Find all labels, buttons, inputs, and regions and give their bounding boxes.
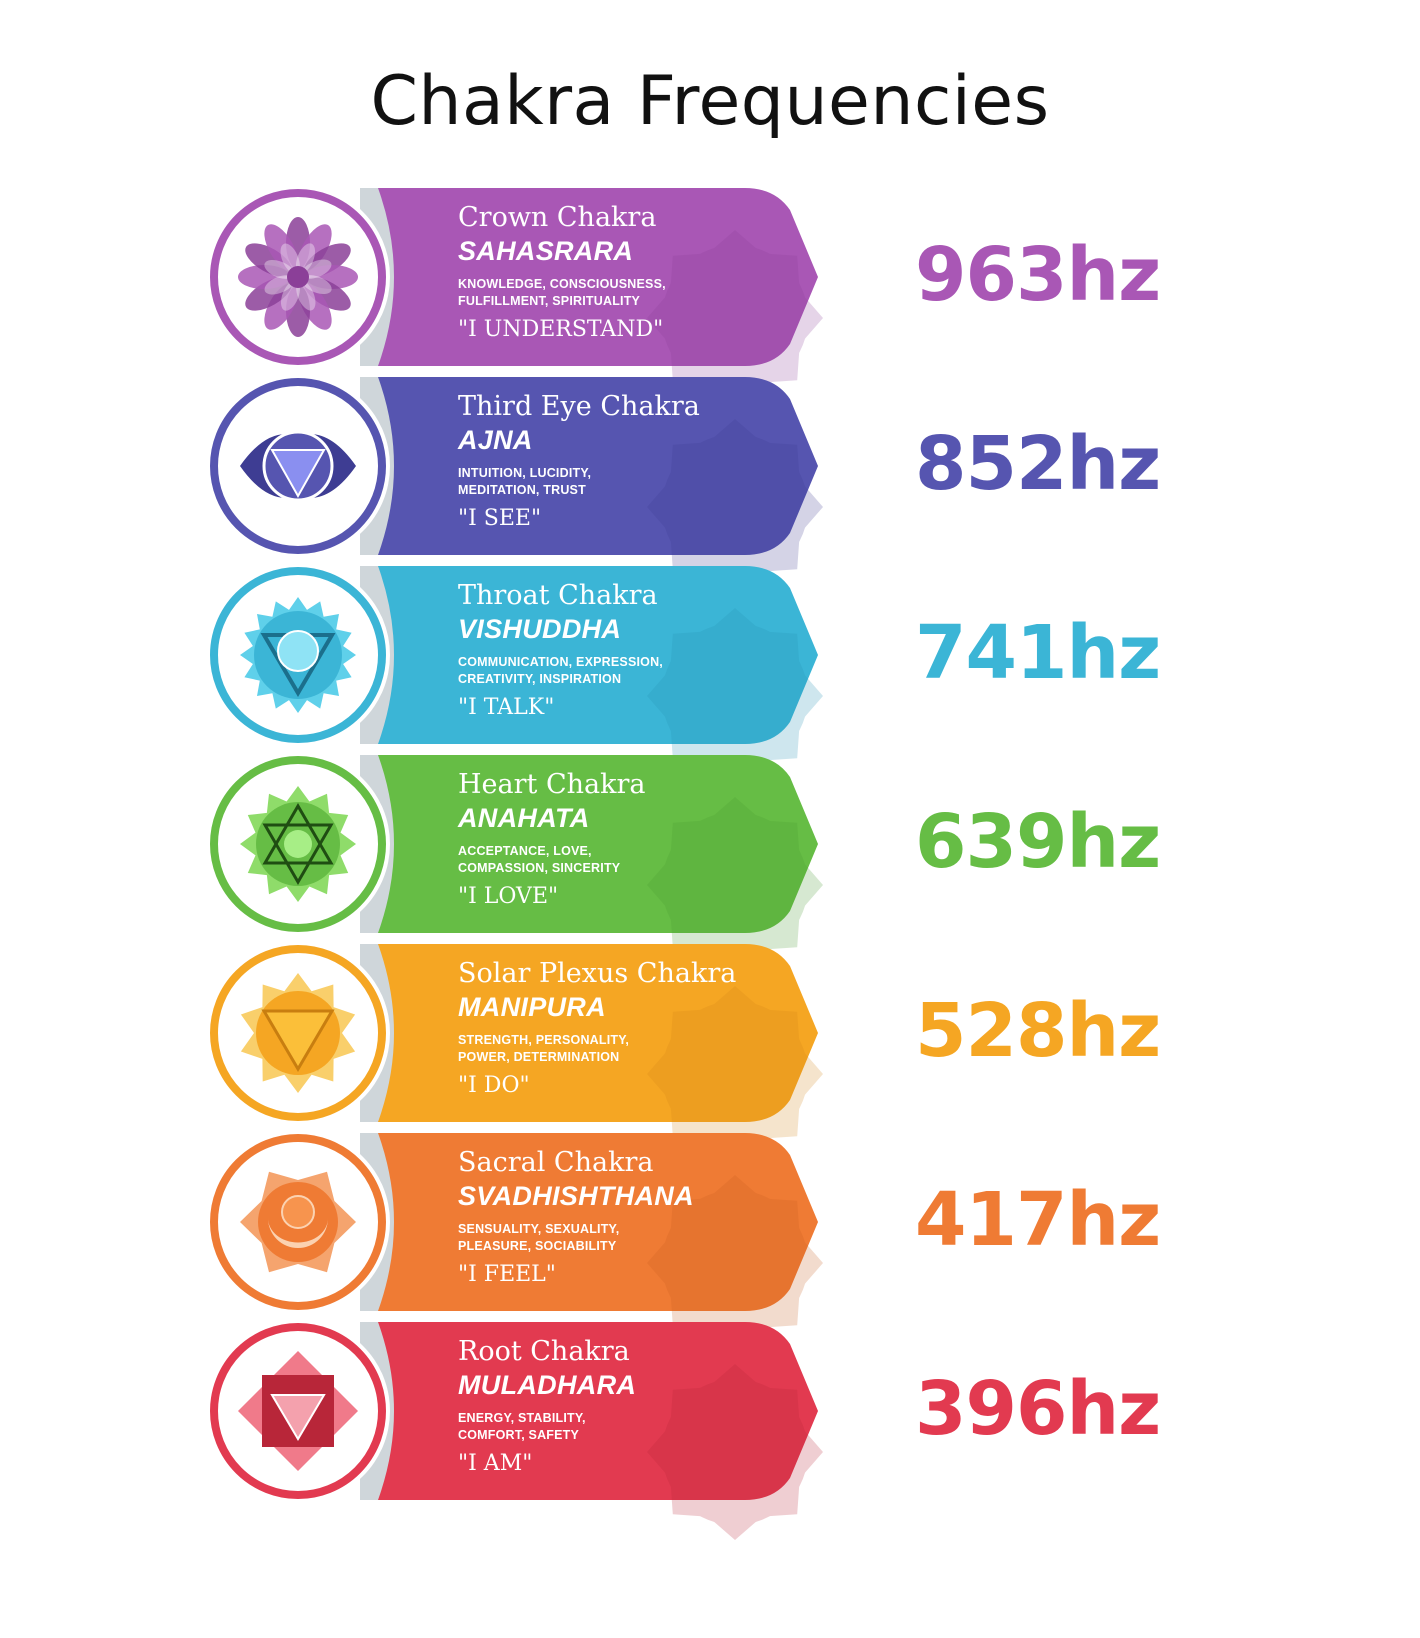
banner-shape <box>378 1322 818 1500</box>
chakra-banner <box>206 374 823 595</box>
chakra-qualities: INTUITION, LUCIDITY, MEDITATION, TRUST <box>458 465 728 499</box>
chakra-banner <box>206 185 823 406</box>
watermark-lotus-icon <box>647 1364 823 1540</box>
chakra-banner <box>206 752 823 973</box>
qualities-line: INTUITION, LUCIDITY, <box>458 466 592 480</box>
qualities-line: MEDITATION, TRUST <box>458 483 586 497</box>
banner-shape <box>378 188 818 366</box>
qualities-line: COMFORT, SAFETY <box>458 1428 580 1442</box>
hexagram-icon <box>240 786 356 902</box>
chakra-name: Crown Chakra <box>458 202 657 233</box>
qualities-line: CREATIVITY, INSPIRATION <box>458 672 622 686</box>
lotus-flower-icon <box>238 217 358 337</box>
qualities-line: ENERGY, STABILITY, <box>458 1411 586 1425</box>
chakra-mantra: "I SEE" <box>458 506 542 531</box>
chakra-text: Solar Plexus Chakra MANIPURA STRENGTH, PER… <box>458 958 737 1100</box>
chakra-banner <box>206 941 823 1162</box>
chakra-mantra: "I DO" <box>458 1073 530 1098</box>
chakra-text: Crown Chakra SAHASRARA KNOWLEDGE, CONSCIOU… <box>458 202 728 344</box>
chakra-text: Throat Chakra VISHUDDHA COMMUNICATION, EXP… <box>458 580 728 722</box>
chakra-mantra: "I AM" <box>458 1451 533 1476</box>
qualities-line: STRENGTH, PERSONALITY, <box>458 1033 630 1047</box>
chakra-banner <box>206 1130 823 1351</box>
chakra-name: Heart Chakra <box>458 769 646 800</box>
chakra-sanskrit-name: SAHASRARA <box>458 236 634 266</box>
qualities-line: COMPASSION, SINCERITY <box>458 861 621 875</box>
qualities-line: KNOWLEDGE, CONSCIOUSNESS, <box>458 277 666 291</box>
qualities-line: PLEASURE, SOCIABILITY <box>458 1239 617 1253</box>
sun-triangle-icon <box>240 973 356 1093</box>
throat-lotus-icon <box>240 597 356 713</box>
banner-shape <box>378 377 818 555</box>
chakra-text: Heart Chakra ANAHATA ACCEPTANCE, LOVE, COMP… <box>458 769 728 911</box>
chakra-sanskrit-name: MANIPURA <box>458 992 606 1022</box>
chakra-mantra: "I LOVE" <box>458 884 559 909</box>
chakra-row: Root Chakra MULADHARA ENERGY, STABILITY, CO… <box>0 1319 1420 1540</box>
chakra-qualities: KNOWLEDGE, CONSCIOUSNESS, FULFILLMENT, SP… <box>458 276 728 310</box>
chakra-text: Sacral Chakra SVADHISHTHANA SENSUALITY, SE… <box>458 1147 728 1289</box>
qualities-line: SENSUALITY, SEXUALITY, <box>458 1222 620 1236</box>
chakra-text: Root Chakra MULADHARA ENERGY, STABILITY, CO… <box>458 1336 728 1478</box>
chakra-mantra: "I TALK" <box>458 695 555 720</box>
chakra-name: Third Eye Chakra <box>458 391 700 422</box>
banner-shape <box>378 566 818 744</box>
chakra-name: Throat Chakra <box>458 580 658 611</box>
square-triangle-icon <box>238 1351 358 1471</box>
chakra-mantra: "I FEEL" <box>458 1262 556 1287</box>
banner-shape <box>378 944 818 1122</box>
chakra-frequency: 417hz <box>915 1177 1161 1263</box>
chakra-sanskrit-name: ANAHATA <box>458 803 590 833</box>
chakra-banner <box>206 1319 823 1540</box>
chakra-frequency: 396hz <box>915 1366 1161 1452</box>
chakra-row: Sacral Chakra SVADHISHTHANA SENSUALITY, SE… <box>0 1130 1420 1351</box>
qualities-line: COMMUNICATION, EXPRESSION, <box>458 655 663 669</box>
chakra-row: Solar Plexus Chakra MANIPURA STRENGTH, PER… <box>0 941 1420 1162</box>
chakra-name: Root Chakra <box>458 1336 630 1367</box>
chakra-qualities: SENSUALITY, SEXUALITY, PLEASURE, SOCIABIL… <box>458 1221 728 1255</box>
qualities-line: FULFILLMENT, SPIRITUALITY <box>458 294 641 308</box>
qualities-line: ACCEPTANCE, LOVE, <box>458 844 592 858</box>
chakra-name: Solar Plexus Chakra <box>458 958 737 989</box>
chakra-qualities: STRENGTH, PERSONALITY, POWER, DETERMINATI… <box>458 1032 728 1066</box>
chakra-mantra: "I UNDERSTAND" <box>458 317 664 342</box>
chakra-sanskrit-name: MULADHARA <box>458 1370 637 1400</box>
chakra-sanskrit-name: SVADHISHTHANA <box>458 1181 694 1211</box>
chakra-frequency: 528hz <box>915 988 1161 1074</box>
chakra-banner <box>206 563 823 784</box>
chakra-row: Third Eye Chakra AJNA INTUITION, LUCIDITY,… <box>0 374 1420 595</box>
chakra-row: Heart Chakra ANAHATA ACCEPTANCE, LOVE, COMP… <box>0 752 1420 973</box>
chakra-frequency: 639hz <box>915 799 1161 885</box>
chakra-sanskrit-name: VISHUDDHA <box>458 614 622 644</box>
chakra-qualities: ENERGY, STABILITY, COMFORT, SAFETY <box>458 1410 728 1444</box>
chakra-row: Crown Chakra SAHASRARA KNOWLEDGE, CONSCIOU… <box>0 185 1420 406</box>
chakra-text: Third Eye Chakra AJNA INTUITION, LUCIDITY,… <box>458 391 728 533</box>
chakra-qualities: ACCEPTANCE, LOVE, COMPASSION, SINCERITY <box>458 843 728 877</box>
third-eye-icon <box>240 430 356 502</box>
chakra-sanskrit-name: AJNA <box>458 425 533 455</box>
chakra-frequency: 741hz <box>915 610 1161 696</box>
qualities-line: POWER, DETERMINATION <box>458 1050 620 1064</box>
banner-shape <box>378 1133 818 1311</box>
chakra-frequency: 963hz <box>915 232 1161 318</box>
chakra-frequency: 852hz <box>915 421 1161 507</box>
chakra-name: Sacral Chakra <box>458 1147 654 1178</box>
crescent-lotus-icon <box>240 1171 356 1273</box>
banner-shape <box>378 755 818 933</box>
chakra-row: Throat Chakra VISHUDDHA COMMUNICATION, EXP… <box>0 563 1420 784</box>
page-title: Chakra Frequencies <box>370 62 1050 141</box>
chakra-qualities: COMMUNICATION, EXPRESSION, CREATIVITY, IN… <box>458 654 728 688</box>
